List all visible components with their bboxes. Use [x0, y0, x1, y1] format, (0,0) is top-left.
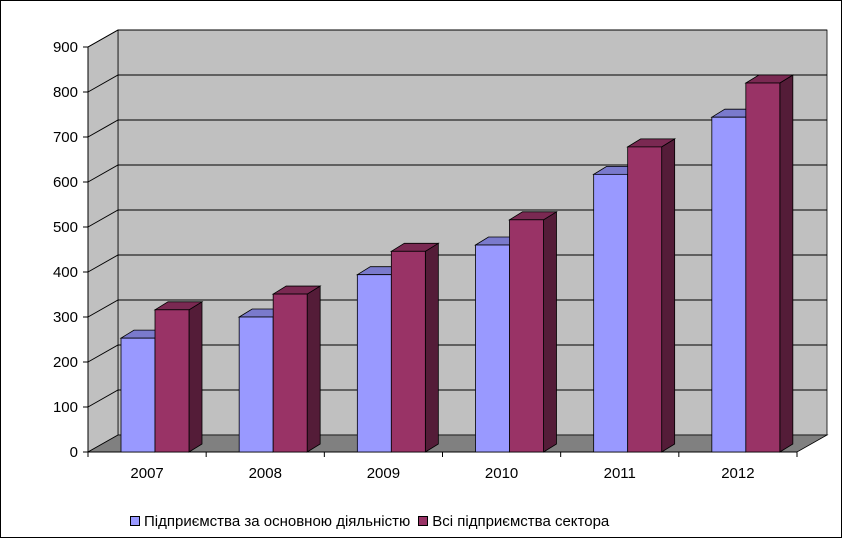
y-tick-label-400: 400 — [53, 264, 78, 281]
bar-front — [745, 82, 781, 453]
y-tick-label-800: 800 — [53, 84, 78, 101]
y-tick-label-900: 900 — [53, 39, 78, 56]
gridline-300 — [87, 299, 827, 318]
x-tick-label-2008: 2008 — [249, 465, 282, 482]
bar-front — [627, 146, 663, 453]
bar-front — [238, 316, 274, 453]
bar-front — [475, 244, 510, 453]
x-tick-label-2011: 2011 — [604, 465, 636, 482]
x-tick-label-2009: 2009 — [367, 465, 400, 482]
bar-front — [356, 274, 392, 453]
bars — [119, 74, 795, 453]
bar-front — [711, 116, 747, 453]
bar-front — [390, 250, 426, 453]
bar-side — [543, 211, 557, 453]
x-tick-label-2007: 2007 — [130, 465, 163, 482]
y-tick-label-300: 300 — [53, 309, 78, 326]
gridline-800 — [87, 74, 827, 93]
x-tick-label-2012: 2012 — [721, 465, 754, 482]
gridline-600 — [87, 164, 827, 183]
bar-front — [120, 337, 156, 453]
legend-swatch-series-1 — [130, 516, 140, 526]
gridlines — [87, 29, 827, 408]
bar-2010-series-2 — [508, 211, 558, 453]
y-tick-label-500: 500 — [53, 219, 78, 236]
y-tick-label-0: 0 — [70, 444, 78, 461]
legend-swatch-series-2 — [418, 516, 429, 526]
bar-front — [272, 293, 308, 453]
bar-2012-series-2 — [744, 74, 795, 453]
y-tick-label-600: 600 — [53, 174, 78, 191]
bar-side — [188, 301, 203, 453]
bar-front — [509, 219, 544, 453]
bar-2009-series-2 — [389, 242, 440, 453]
gridline-700 — [87, 119, 827, 138]
legend-item-series-2: Всі підприємства сектора — [418, 513, 609, 530]
bar-side — [661, 138, 676, 453]
legend-item-series-1: Підприємства за основною діяльністю — [130, 513, 410, 530]
bar-side — [424, 242, 439, 453]
side-wall — [87, 29, 119, 453]
bar-2011-series-2 — [626, 138, 677, 453]
gridline-200 — [87, 344, 827, 363]
bar-2007-series-2 — [153, 301, 204, 453]
bar-side — [779, 74, 794, 453]
y-tick-label-700: 700 — [53, 129, 78, 146]
tick-labels: 0 100 200 300 400 500 600 700 800 900 2007 2008 2009… — [53, 39, 755, 482]
gridline-400 — [87, 254, 827, 273]
x-tick-label-2010: 2010 — [485, 465, 518, 482]
gridline-500 — [87, 209, 827, 228]
bar-2008-series-2 — [271, 285, 322, 453]
y-tick-label-100: 100 — [53, 399, 78, 416]
axes — [83, 46, 798, 457]
gridline-900 — [87, 29, 827, 48]
legend: Підприємства за основною діяльністю Всі … — [130, 509, 609, 533]
y-tick-label-200: 200 — [53, 354, 78, 371]
gridline-100 — [87, 389, 827, 408]
bar-side — [306, 285, 321, 453]
legend-label-series-1: Підприємства за основною діяльністю — [144, 512, 411, 530]
bar-front — [593, 173, 629, 453]
legend-label-series-2: Всі підприємства сектора — [432, 512, 610, 530]
bar-front — [154, 309, 190, 453]
